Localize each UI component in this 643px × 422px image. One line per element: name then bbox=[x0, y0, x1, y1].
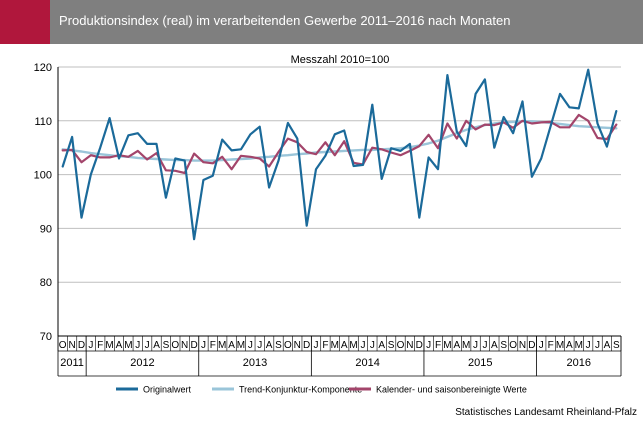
month-label: J bbox=[595, 340, 600, 351]
month-label: J bbox=[248, 340, 253, 351]
month-label: F bbox=[210, 340, 216, 351]
month-label: N bbox=[68, 340, 75, 351]
grid-lines bbox=[58, 66, 621, 337]
month-label: M bbox=[124, 340, 132, 351]
month-label: S bbox=[388, 340, 395, 351]
year-label: 2016 bbox=[567, 357, 591, 369]
legend-label: Kalender- und saisonbereinigte Werte bbox=[376, 385, 527, 395]
month-label: M bbox=[331, 340, 339, 351]
month-label: J bbox=[201, 340, 206, 351]
month-label: F bbox=[548, 340, 554, 351]
chart-subtitle: Messzahl 2010=100 bbox=[291, 54, 390, 66]
month-label: A bbox=[378, 340, 385, 351]
month-label: J bbox=[370, 340, 375, 351]
month-label: A bbox=[116, 340, 123, 351]
month-label: N bbox=[519, 340, 526, 351]
year-label: 2014 bbox=[355, 357, 379, 369]
month-label: A bbox=[566, 340, 573, 351]
month-label: J bbox=[314, 340, 319, 351]
month-label: O bbox=[59, 340, 67, 351]
month-label: M bbox=[575, 340, 583, 351]
month-label: F bbox=[97, 340, 103, 351]
month-label: J bbox=[482, 340, 487, 351]
month-label: D bbox=[190, 340, 197, 351]
chart-title: Produktionsindex (real) im verarbeitende… bbox=[59, 13, 511, 28]
month-label: D bbox=[303, 340, 310, 351]
y-tick-label: 110 bbox=[34, 116, 52, 128]
month-label: F bbox=[322, 340, 328, 351]
y-tick-label: 80 bbox=[40, 277, 52, 289]
month-label: J bbox=[135, 340, 140, 351]
month-label: S bbox=[163, 340, 170, 351]
y-tick-label: 90 bbox=[40, 223, 52, 235]
month-label: O bbox=[284, 340, 292, 351]
month-label: A bbox=[604, 340, 611, 351]
y-tick-label: 70 bbox=[40, 331, 52, 343]
month-label: O bbox=[171, 340, 179, 351]
month-label: D bbox=[78, 340, 85, 351]
year-label: 2012 bbox=[130, 357, 154, 369]
month-label: M bbox=[237, 340, 245, 351]
month-label: J bbox=[586, 340, 591, 351]
month-label: J bbox=[145, 340, 150, 351]
month-label: A bbox=[228, 340, 235, 351]
series-line-originalwert bbox=[61, 68, 618, 241]
month-label: J bbox=[539, 340, 544, 351]
month-label: S bbox=[500, 340, 507, 351]
month-label: A bbox=[153, 340, 160, 351]
month-label: J bbox=[88, 340, 93, 351]
month-label: S bbox=[275, 340, 282, 351]
year-label: 2013 bbox=[243, 357, 267, 369]
month-label: N bbox=[406, 340, 413, 351]
series-group bbox=[61, 68, 618, 241]
header-accent bbox=[0, 0, 50, 44]
month-label: M bbox=[443, 340, 451, 351]
year-label: 2015 bbox=[468, 357, 492, 369]
month-label: N bbox=[181, 340, 188, 351]
year-label: 2011 bbox=[60, 357, 84, 369]
y-tick-label: 100 bbox=[34, 170, 52, 182]
month-label: N bbox=[294, 340, 301, 351]
month-label: A bbox=[266, 340, 273, 351]
legend-label: Trend-Konjunktur-Komponente bbox=[239, 385, 362, 395]
source-note: Statistisches Landesamt Rheinland-Pfalz bbox=[455, 407, 637, 418]
month-label: M bbox=[218, 340, 226, 351]
legend-label: Originalwert bbox=[143, 385, 192, 395]
month-label: O bbox=[509, 340, 517, 351]
month-label: F bbox=[435, 340, 441, 351]
month-label: D bbox=[416, 340, 423, 351]
month-label: J bbox=[360, 340, 365, 351]
month-label: J bbox=[473, 340, 478, 351]
month-label: J bbox=[426, 340, 431, 351]
month-label: S bbox=[613, 340, 620, 351]
month-label: M bbox=[556, 340, 564, 351]
month-label: M bbox=[462, 340, 470, 351]
y-axis: 70 80 90 100 110 120 bbox=[34, 62, 59, 343]
month-label: A bbox=[341, 340, 348, 351]
month-label: M bbox=[105, 340, 113, 351]
header-bar: Produktionsindex (real) im verarbeitende… bbox=[0, 0, 643, 44]
y-tick-label: 120 bbox=[34, 62, 52, 74]
month-label: D bbox=[528, 340, 535, 351]
month-label: A bbox=[453, 340, 460, 351]
legend: Originalwert Trend-Konjunktur-Komponente K… bbox=[116, 385, 527, 395]
month-label: O bbox=[397, 340, 405, 351]
month-label: J bbox=[257, 340, 262, 351]
month-label: A bbox=[491, 340, 498, 351]
month-label: M bbox=[349, 340, 357, 351]
